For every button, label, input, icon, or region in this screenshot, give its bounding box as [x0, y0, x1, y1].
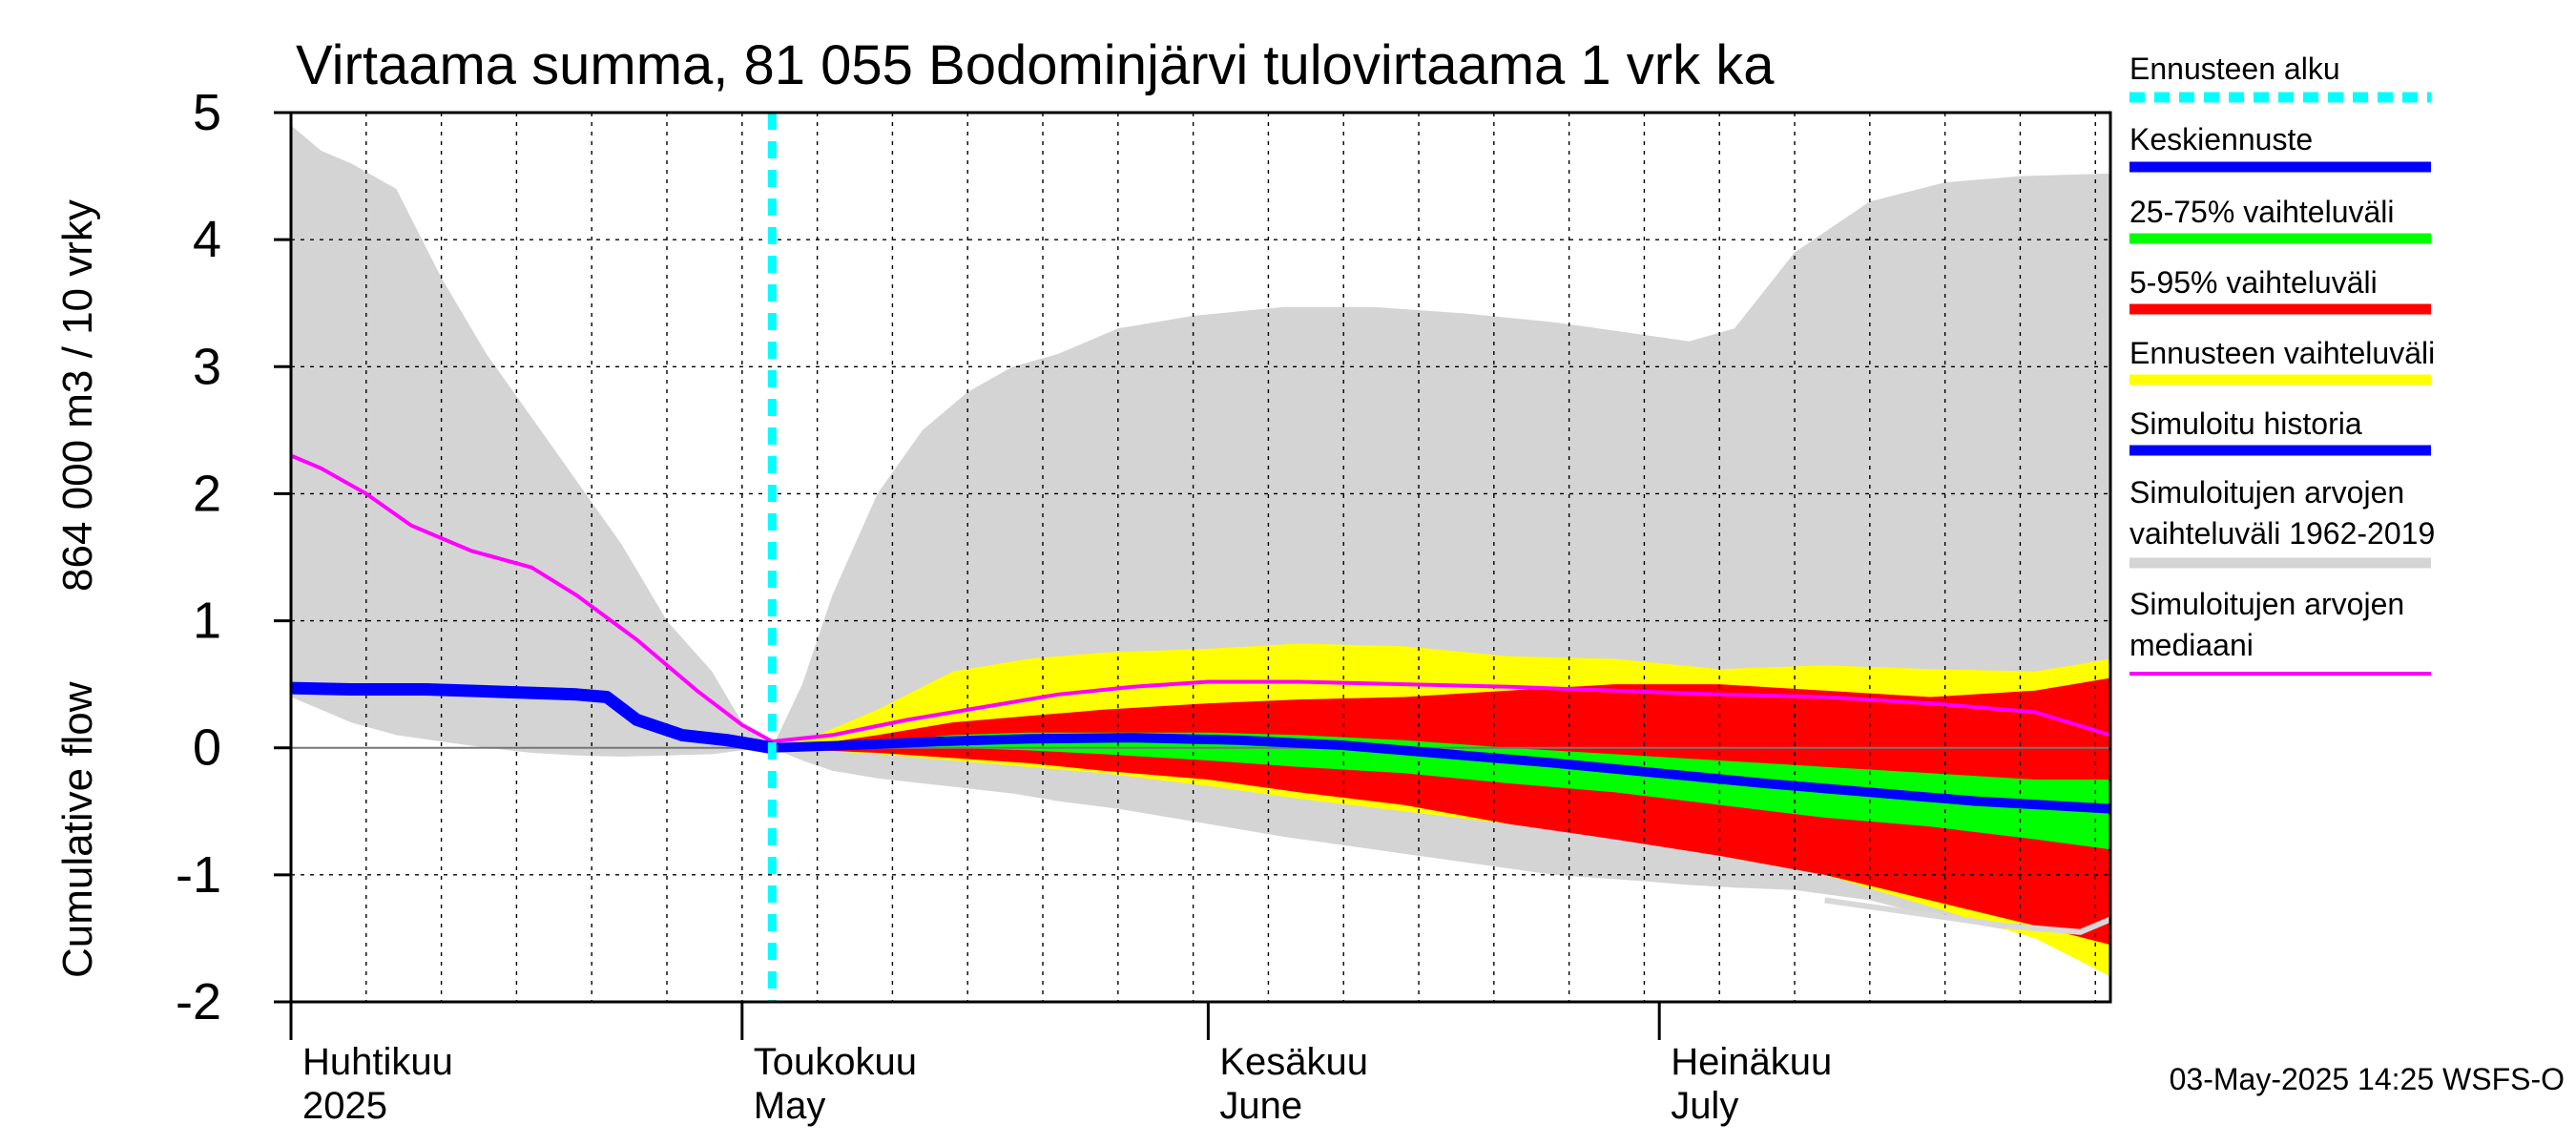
legend-label: Simuloitujen arvojen: [2129, 587, 2404, 621]
y-tick-label: 5: [193, 84, 221, 141]
simulated-history-line: [290, 681, 774, 755]
month-label-en: July: [1671, 1085, 1738, 1127]
median-line: [290, 453, 2111, 744]
month-label-fi: Toukokuu: [754, 1041, 917, 1083]
y-tick-label: 3: [193, 338, 221, 395]
legend: Ennusteen alku Keskiennuste 25-75% vaihtel…: [2129, 52, 2435, 676]
month-label-fi: Kesäkuu: [1219, 1041, 1368, 1083]
month-label-en: June: [1219, 1085, 1302, 1127]
month-label-fi: Heinäkuu: [1671, 1041, 1832, 1083]
legend-label: mediaani: [2129, 628, 2254, 662]
legend-label: Keskiennuste: [2129, 122, 2313, 156]
y-axis-label-line-2: 864 000 m3 / 10 vrky: [54, 199, 101, 592]
y-tick-label: 2: [193, 465, 221, 522]
mean-forecast-line: [772, 733, 2111, 814]
legend-label: Ennusteen alku: [2129, 52, 2340, 86]
chart-lines: [290, 113, 2112, 1002]
y-axis-label-line-1: Cumulative flow: [54, 681, 101, 978]
legend-label: vaihteluväli 1962-2019: [2129, 516, 2435, 551]
legend-label: 5-95% vaihteluväli: [2129, 265, 2378, 300]
month-label-en: 2025: [302, 1085, 387, 1127]
legend-label: Simuloitu historia: [2129, 406, 2362, 441]
history-lower-line: [1824, 897, 2112, 935]
chart-grid: [289, 113, 2110, 1040]
plot-frame: [289, 111, 2112, 1004]
legend-label: Simuloitujen arvojen: [2129, 475, 2404, 510]
chart-title: Virtaama summa, 81 055 Bodominjärvi tulo…: [296, 34, 1775, 96]
y-tick-label: 0: [193, 719, 221, 777]
month-label-en: May: [754, 1085, 826, 1127]
month-label-fi: Huhtikuu: [302, 1041, 453, 1083]
footer-timestamp: 03-May-2025 14:25 WSFS-O: [2170, 1062, 2565, 1096]
y-tick-label: -2: [176, 973, 221, 1030]
y-tick-label: 4: [193, 211, 221, 268]
y-tick-label: -1: [176, 846, 221, 904]
legend-label: 25-75% vaihteluväli: [2129, 195, 2395, 229]
chart-areas: [291, 125, 2110, 977]
y-ticks: 5 4 3 2 1 0 -1 -2: [176, 84, 291, 1030]
y-tick-label: 1: [193, 593, 221, 650]
legend-label: Ennusteen vaihteluväli: [2129, 336, 2435, 370]
